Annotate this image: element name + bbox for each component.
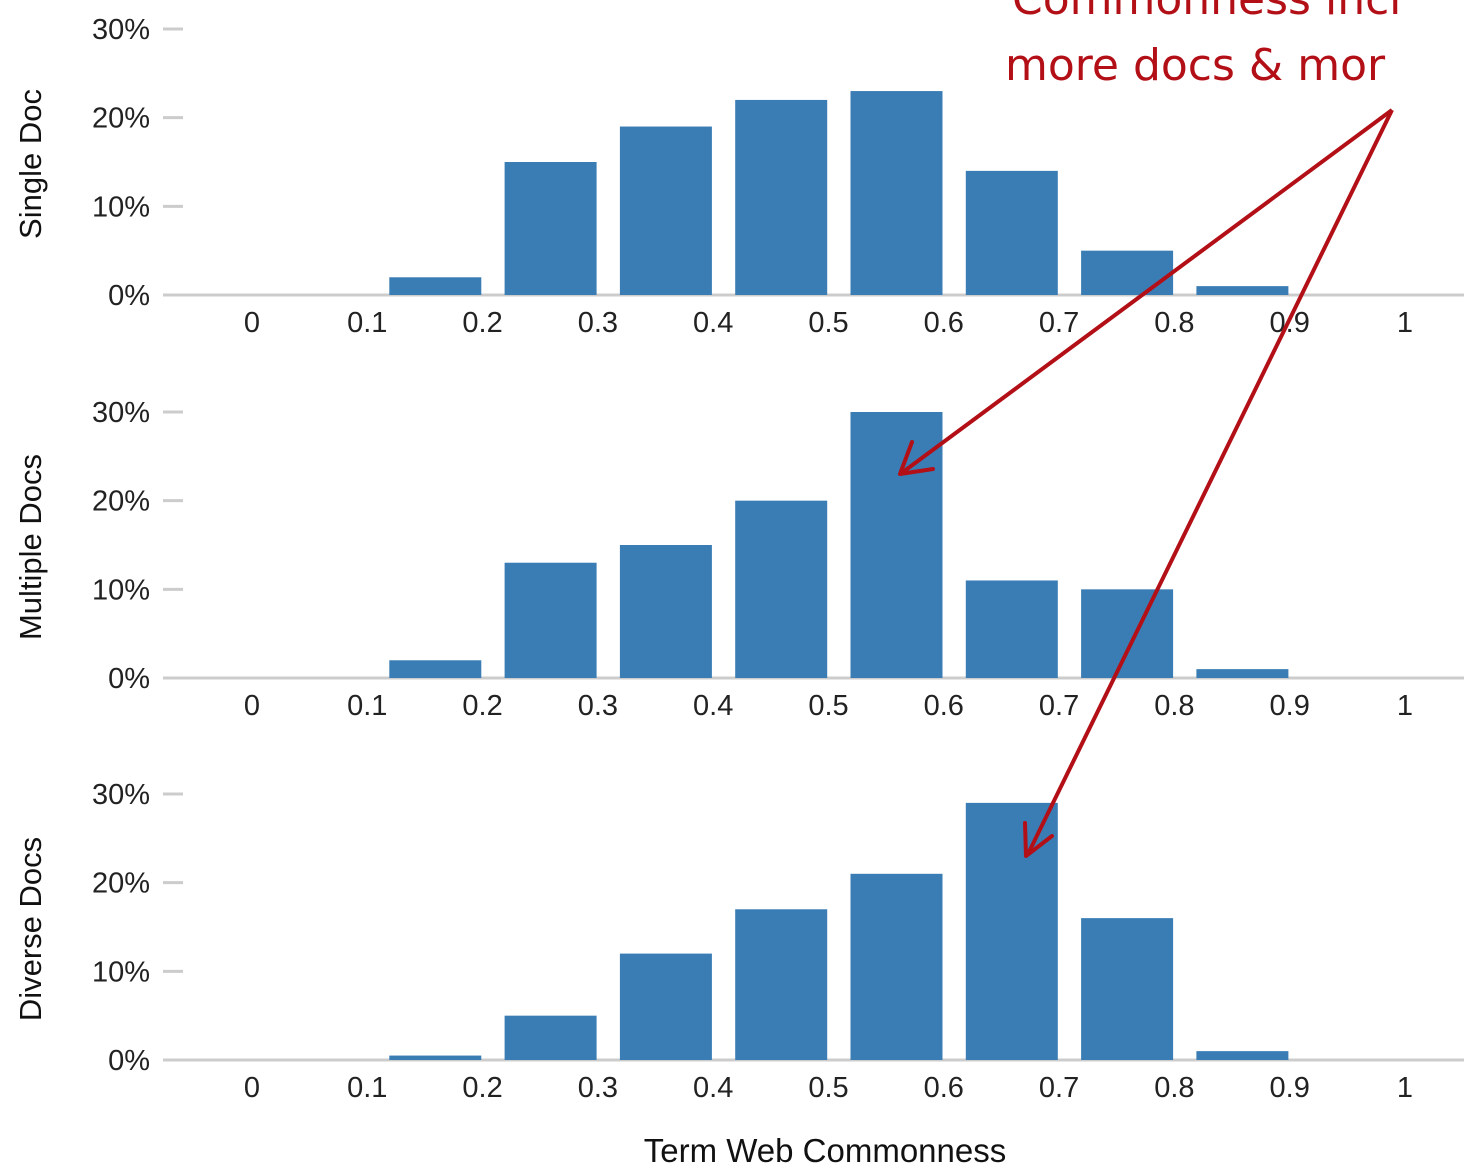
y-tick-label: 10% bbox=[92, 191, 150, 223]
annotation-line-1: Commonness incr bbox=[1012, 0, 1408, 25]
bar bbox=[1196, 286, 1289, 295]
y-tick-label: 0% bbox=[108, 1045, 150, 1077]
x-tick-label: 0.6 bbox=[924, 1072, 964, 1104]
x-tick-label: 1 bbox=[1397, 307, 1413, 339]
x-tick-label: 0 bbox=[244, 1072, 260, 1104]
x-tick-label: 0.5 bbox=[808, 1072, 848, 1104]
x-tick-label: 0.2 bbox=[462, 690, 502, 722]
bar bbox=[850, 91, 943, 295]
y-axis-title: Multiple Docs bbox=[13, 454, 48, 640]
x-tick-label: 0.7 bbox=[1039, 690, 1079, 722]
x-tick-label: 0.1 bbox=[347, 1072, 387, 1104]
y-tick-label: 20% bbox=[92, 486, 150, 518]
panel-2: 0% 10% 20% 30% Multiple Docs 0 0.1 0.2 0.3 0.4 0.5… bbox=[13, 397, 1464, 722]
bar bbox=[619, 545, 712, 678]
bar bbox=[965, 580, 1058, 678]
x-tick-label: 0.3 bbox=[578, 690, 618, 722]
x-tick-label: 0.6 bbox=[924, 307, 964, 339]
x-tick-label: 0.1 bbox=[347, 307, 387, 339]
bar bbox=[619, 953, 712, 1060]
y-axis-title: Single Doc bbox=[13, 89, 48, 239]
x-tick-label: 0.2 bbox=[462, 1072, 502, 1104]
x-tick-label: 0.7 bbox=[1039, 1072, 1079, 1104]
annotation: Commonness incr more docs & mor bbox=[898, 0, 1408, 858]
y-tick-label: 30% bbox=[92, 397, 150, 429]
annotation-arrow-1 bbox=[901, 108, 1394, 474]
bar bbox=[735, 909, 828, 1060]
y-axis-title: Diverse Docs bbox=[13, 837, 48, 1021]
annotation-arrowhead-2 bbox=[1023, 821, 1054, 858]
bar bbox=[850, 873, 943, 1060]
bar bbox=[965, 170, 1058, 295]
y-tick-label: 0% bbox=[108, 663, 150, 695]
annotation-line-2: more docs & mor bbox=[1005, 40, 1386, 91]
x-tick-label: 0 bbox=[244, 690, 260, 722]
panel-3: 0% 10% 20% 30% Diverse Docs 0 0.1 0.2 0.3 0.4 0.5 0… bbox=[13, 779, 1464, 1104]
bar bbox=[1081, 250, 1174, 295]
bar bbox=[389, 660, 482, 678]
x-tick-label: 1 bbox=[1397, 690, 1413, 722]
bar bbox=[735, 99, 828, 295]
x-axis-title: Term Web Commonness bbox=[644, 1132, 1007, 1168]
x-tick-label: 0.9 bbox=[1270, 1072, 1310, 1104]
y-tick-label: 10% bbox=[92, 574, 150, 606]
x-tick-label: 0.3 bbox=[578, 307, 618, 339]
y-tick-label: 30% bbox=[92, 779, 150, 811]
bar bbox=[1196, 669, 1289, 678]
x-tick-label: 0.9 bbox=[1270, 690, 1310, 722]
annotation-arrowhead-1 bbox=[898, 440, 935, 476]
x-tick-label: 0.1 bbox=[347, 690, 387, 722]
bar bbox=[389, 277, 482, 295]
y-tick-label: 0% bbox=[108, 280, 150, 312]
x-tick-label: 0.4 bbox=[693, 307, 733, 339]
bar bbox=[389, 1055, 482, 1060]
x-tick-label: 0.8 bbox=[1154, 1072, 1194, 1104]
x-tick-label: 0.4 bbox=[693, 690, 733, 722]
x-tick-label: 0.4 bbox=[693, 1072, 733, 1104]
y-tick-label: 30% bbox=[92, 14, 150, 46]
x-tick-label: 0.2 bbox=[462, 307, 502, 339]
bar bbox=[504, 1015, 597, 1060]
panel-1: 0% 10% 20% 30% Single Doc 0 0.1 0.2 0.3 0.4 0.5 0.6… bbox=[13, 14, 1464, 339]
bar bbox=[1196, 1051, 1289, 1060]
x-tick-label: 0.7 bbox=[1039, 307, 1079, 339]
x-tick-label: 0.5 bbox=[808, 690, 848, 722]
bar bbox=[619, 126, 712, 296]
bar bbox=[1081, 589, 1174, 678]
x-tick-label: 0.8 bbox=[1154, 307, 1194, 339]
bar bbox=[1081, 918, 1174, 1060]
x-tick-label: 0.5 bbox=[808, 307, 848, 339]
y-tick-label: 20% bbox=[92, 103, 150, 135]
x-tick-label: 0.6 bbox=[924, 690, 964, 722]
x-tick-label: 1 bbox=[1397, 1072, 1413, 1104]
annotation-arrow-2 bbox=[1026, 109, 1394, 855]
x-tick-label: 0.3 bbox=[578, 1072, 618, 1104]
y-tick-label: 10% bbox=[92, 956, 150, 988]
bar bbox=[504, 162, 597, 295]
x-tick-label: 0 bbox=[244, 307, 260, 339]
bar bbox=[504, 562, 597, 678]
y-tick-label: 20% bbox=[92, 868, 150, 900]
bar bbox=[735, 500, 828, 678]
x-tick-label: 0.8 bbox=[1154, 690, 1194, 722]
